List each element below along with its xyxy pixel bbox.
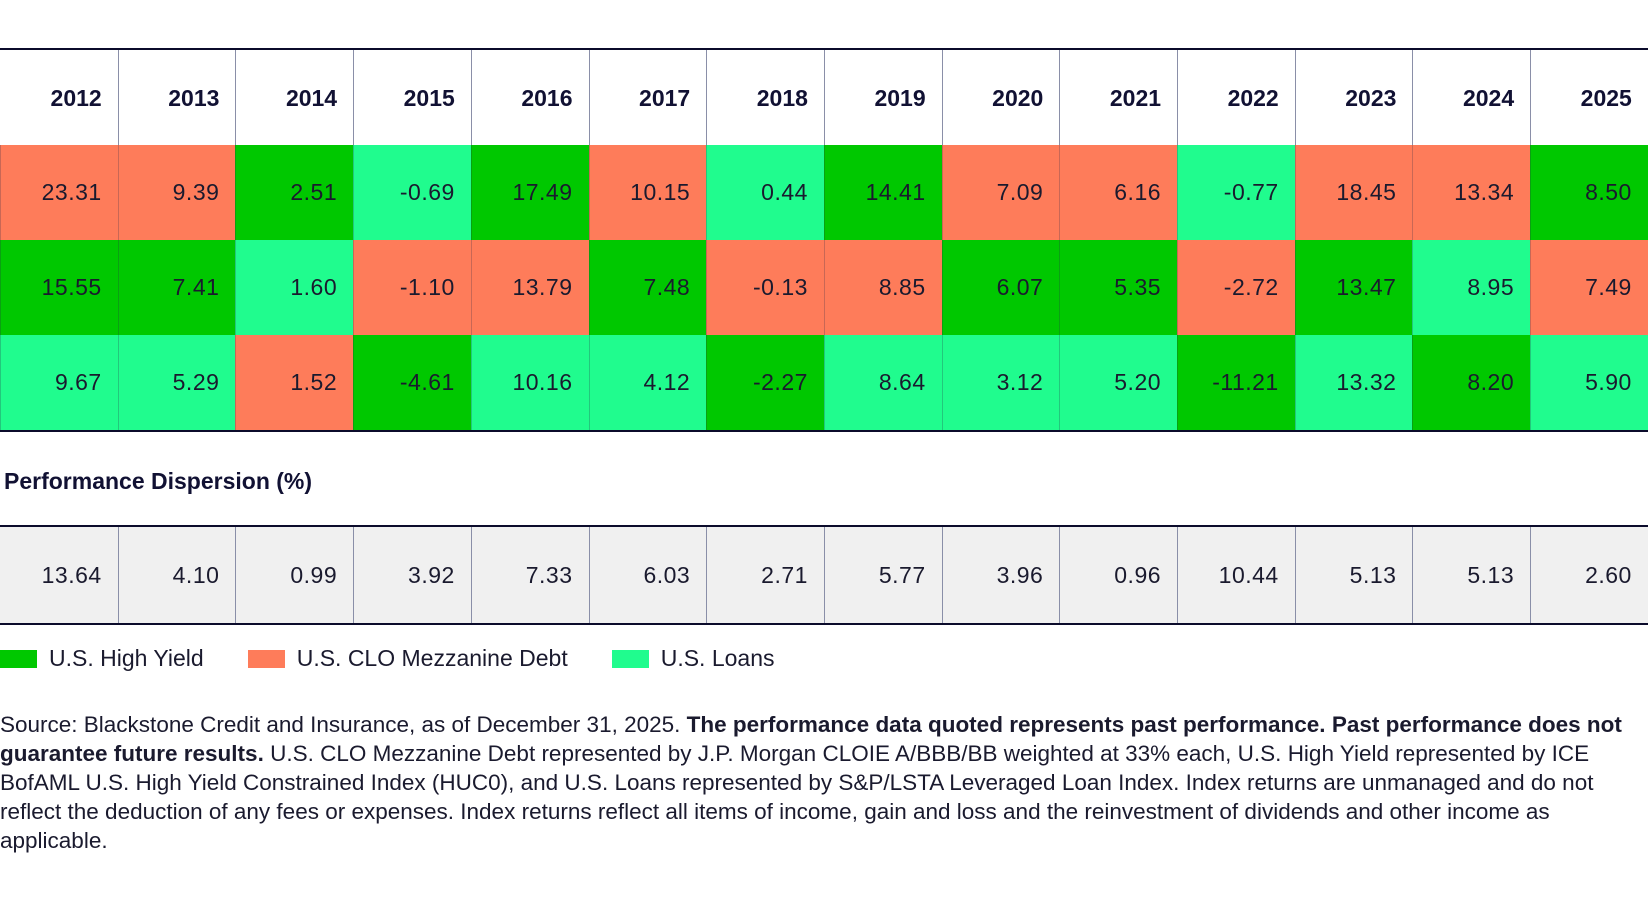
legend-label: U.S. Loans xyxy=(660,645,775,671)
return-cell: 8.50 xyxy=(1530,145,1648,240)
returns-row-2: 15.55 7.41 1.60 -1.10 13.79 7.48 -0.13 8.85 6.07… xyxy=(0,240,1648,335)
return-cell: -0.77 xyxy=(1177,145,1295,240)
legend-label: U.S. CLO Mezzanine Debt xyxy=(296,645,568,671)
return-cell: -0.13 xyxy=(706,240,824,335)
return-cell: 8.64 xyxy=(823,335,942,430)
return-cell: 8.20 xyxy=(1412,335,1531,430)
year-header-2014: 2014 xyxy=(235,50,353,146)
year-header-2025: 2025 xyxy=(1530,50,1648,146)
year-header-2019: 2019 xyxy=(823,50,942,146)
return-cell: 7.48 xyxy=(588,240,707,335)
return-cell: 13.32 xyxy=(1294,335,1413,430)
year-header-2022: 2022 xyxy=(1177,50,1295,146)
legend-item: U.S. Loans xyxy=(611,645,775,672)
return-cell: 6.16 xyxy=(1059,145,1178,240)
year-header-2012: 2012 xyxy=(50,84,102,111)
return-cell: 7.41 xyxy=(117,240,236,335)
returns-row-1: 23.31 9.39 2.51 -0.69 17.49 10.15 0.44 14.41 7.0… xyxy=(0,145,1648,240)
year-header-2023: 2023 xyxy=(1294,50,1413,146)
dispersion-cell: 3.92 xyxy=(353,527,471,623)
return-cell: 9.67 xyxy=(0,335,118,430)
return-cell: 13.34 xyxy=(1412,145,1531,240)
year-header-2018: 2018 xyxy=(706,50,824,146)
return-cell: -1.10 xyxy=(353,240,471,335)
year-header-2015: 2015 xyxy=(353,50,471,146)
dispersion-cell: 3.96 xyxy=(941,527,1060,623)
dispersion-cell: 0.96 xyxy=(1059,527,1177,623)
return-cell: 15.55 xyxy=(0,240,118,335)
dispersion-cell: 2.60 xyxy=(1530,527,1648,623)
return-cell: 7.09 xyxy=(941,145,1060,240)
dispersion-title: Performance Dispersion (%) xyxy=(4,468,313,494)
dispersion-cell: 6.03 xyxy=(588,527,707,623)
source-details: U.S. CLO Mezzanine Debt represented by J… xyxy=(0,741,1594,853)
legend-item: U.S. High Yield xyxy=(0,645,204,672)
return-cell: 23.31 xyxy=(0,145,118,240)
dispersion-row: 13.64 4.10 0.99 3.92 7.33 6.03 2.71 5.77 3.96 0.9… xyxy=(0,525,1648,625)
return-cell: 8.85 xyxy=(823,240,942,335)
year-header-2016: 2016 xyxy=(470,50,589,146)
return-cell: 14.41 xyxy=(823,145,942,240)
return-cell: 17.49 xyxy=(470,145,589,240)
legend-label: U.S. High Yield xyxy=(49,645,204,671)
return-cell: -0.69 xyxy=(353,145,471,240)
return-cell: -2.72 xyxy=(1177,240,1295,335)
return-cell: 9.39 xyxy=(117,145,236,240)
return-cell: 10.16 xyxy=(470,335,589,430)
dispersion-cell: 4.10 xyxy=(117,527,236,623)
source-note: Source: Blackstone Credit and Insurance,… xyxy=(0,710,1640,855)
dispersion-cell: 5.77 xyxy=(823,527,942,623)
return-cell: 2.51 xyxy=(235,145,354,240)
year-header-2021: 2021 xyxy=(1059,50,1177,146)
year-header-2013: 2013 xyxy=(117,50,236,146)
source-disclaimer: The performance data quoted represents p… xyxy=(0,712,1622,766)
source-lead: Source: Blackstone Credit and Insurance,… xyxy=(0,712,687,737)
return-cell: 5.90 xyxy=(1530,335,1648,430)
year-header-2017: 2017 xyxy=(588,50,707,146)
return-cell: 13.79 xyxy=(470,240,589,335)
year-header-2024: 2024 xyxy=(1412,50,1530,146)
return-cell: 5.29 xyxy=(117,335,236,430)
return-cell: 10.15 xyxy=(588,145,707,240)
return-cell: 8.95 xyxy=(1412,240,1531,335)
return-cell: 18.45 xyxy=(1294,145,1413,240)
return-cell: -11.21 xyxy=(1177,335,1295,430)
legend-item: U.S. CLO Mezzanine Debt xyxy=(247,645,568,672)
year-header-2020: 2020 xyxy=(941,50,1060,146)
return-cell: 5.20 xyxy=(1059,335,1178,430)
dispersion-cell: 10.44 xyxy=(1177,527,1295,623)
dispersion-cell: 5.13 xyxy=(1294,527,1413,623)
return-cell: 0.44 xyxy=(706,145,824,240)
dispersion-cell: 5.13 xyxy=(1412,527,1530,623)
legend: U.S. High Yield U.S. CLO Mezzanine Debt U.… xyxy=(0,645,819,672)
dispersion-cell: 13.64 xyxy=(41,561,102,588)
legend-swatch xyxy=(247,649,285,668)
return-cell: -2.27 xyxy=(706,335,824,430)
return-cell: 3.12 xyxy=(941,335,1060,430)
dispersion-cell: 0.99 xyxy=(235,527,353,623)
returns-row-3: 9.67 5.29 1.52 -4.61 10.16 4.12 -2.27 8.64 3.12 5… xyxy=(0,335,1648,432)
legend-swatch xyxy=(0,649,37,668)
return-cell: 4.12 xyxy=(588,335,707,430)
return-cell: 7.49 xyxy=(1530,240,1648,335)
return-cell: 6.07 xyxy=(941,240,1060,335)
return-cell: 13.47 xyxy=(1294,240,1413,335)
return-cell: -4.61 xyxy=(353,335,471,430)
year-header-row: 2012 2013 2014 2015 2016 2017 2018 2019 2020 2021… xyxy=(0,48,1648,148)
legend-swatch xyxy=(611,649,649,668)
dispersion-cell: 7.33 xyxy=(470,527,589,623)
return-cell: 1.52 xyxy=(235,335,354,430)
dispersion-cell: 2.71 xyxy=(706,527,824,623)
return-cell: 1.60 xyxy=(235,240,354,335)
return-cell: 5.35 xyxy=(1059,240,1178,335)
